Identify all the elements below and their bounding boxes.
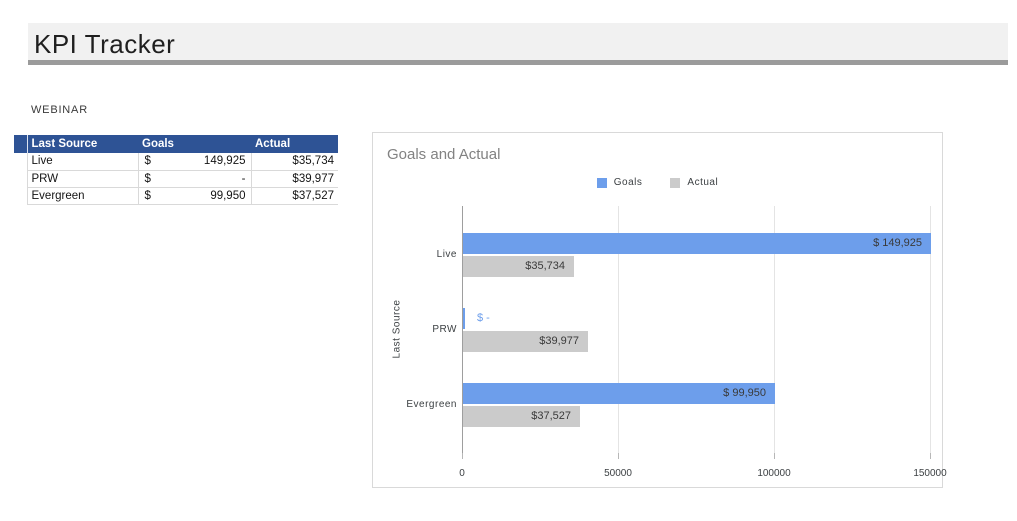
actual-cell[interactable]: $39,977	[251, 170, 338, 188]
header-bar: KPI Tracker	[28, 23, 1008, 65]
bar-value-label: $ 149,925	[873, 237, 922, 249]
actual-swatch	[670, 177, 681, 188]
category-label: Evergreen	[406, 399, 457, 410]
table-row: Evergreen $99,950 $37,527	[14, 187, 338, 205]
legend-label-actual: Actual	[687, 177, 719, 188]
goals-value: 99,950	[210, 189, 246, 202]
goals-actual-chart[interactable]: Goals and Actual Goals Actual Last Sourc…	[372, 132, 947, 488]
bar-value-label: $35,734	[525, 260, 565, 272]
goals-cell[interactable]: $ -	[138, 170, 252, 188]
goals-bar	[463, 383, 775, 404]
currency-symbol: $	[144, 172, 151, 185]
x-tick-label: 150000	[913, 468, 947, 479]
chart-title: Goals and Actual	[387, 146, 501, 163]
legend-item-actual: Actual	[670, 177, 718, 188]
bar-value-label: $39,977	[539, 335, 579, 347]
chart-legend: Goals Actual	[373, 177, 942, 188]
source-cell[interactable]: Live	[27, 153, 139, 171]
kpi-table: Last Source Goals Actual Live $149,925 $…	[14, 135, 338, 205]
actual-bar	[463, 256, 574, 277]
currency-symbol: $	[144, 155, 151, 168]
column-header-last-source: Last Source	[27, 135, 138, 153]
x-tick-label: 0	[459, 468, 465, 479]
category-label: Live	[436, 249, 457, 260]
table-header-stub	[14, 135, 28, 153]
column-header-actual: Actual	[251, 135, 338, 153]
axis-tick	[462, 453, 463, 459]
actual-cell[interactable]: $37,527	[251, 187, 338, 205]
legend-label-goals: Goals	[613, 177, 643, 188]
category-label: PRW	[432, 324, 457, 335]
gridline	[774, 206, 775, 453]
actual-bar	[463, 331, 588, 352]
goals-bar	[463, 308, 465, 329]
gridline	[618, 206, 619, 453]
x-tick-label: 100000	[757, 468, 791, 479]
bar-value-label: $ 99,950	[723, 387, 766, 399]
bar-value-label: $ -	[477, 312, 490, 324]
table-header-row: Last Source Goals Actual	[14, 135, 338, 153]
goals-swatch	[596, 177, 607, 188]
goals-value: -	[241, 172, 246, 185]
column-header-goals: Goals	[138, 135, 251, 153]
source-cell[interactable]: Evergreen	[27, 187, 139, 205]
gridline	[930, 206, 931, 453]
table-row: PRW $ - $39,977	[14, 170, 338, 188]
axis-tick	[618, 453, 619, 459]
goals-bar	[463, 233, 931, 254]
actual-bar	[463, 406, 580, 427]
goals-cell[interactable]: $149,925	[138, 153, 252, 171]
webinar-label: WEBINAR	[31, 104, 88, 116]
goals-cell[interactable]: $99,950	[138, 187, 252, 205]
table-row: Live $149,925 $35,734	[14, 153, 338, 171]
axis-tick	[774, 453, 775, 459]
legend-item-goals: Goals	[596, 177, 643, 188]
page-title: KPI Tracker	[34, 29, 176, 59]
x-tick-label: 50000	[604, 468, 632, 479]
plot-area: 0 50000 100000 150000 Live $ 149,925 $35,734 PR…	[406, 206, 947, 479]
actual-cell[interactable]: $35,734	[251, 153, 338, 171]
bar-value-label: $37,527	[531, 410, 571, 422]
x-axis-line	[462, 206, 463, 453]
axis-tick	[930, 453, 931, 459]
source-cell[interactable]: PRW	[27, 170, 139, 188]
currency-symbol: $	[144, 189, 151, 202]
goals-value: 149,925	[203, 155, 246, 168]
